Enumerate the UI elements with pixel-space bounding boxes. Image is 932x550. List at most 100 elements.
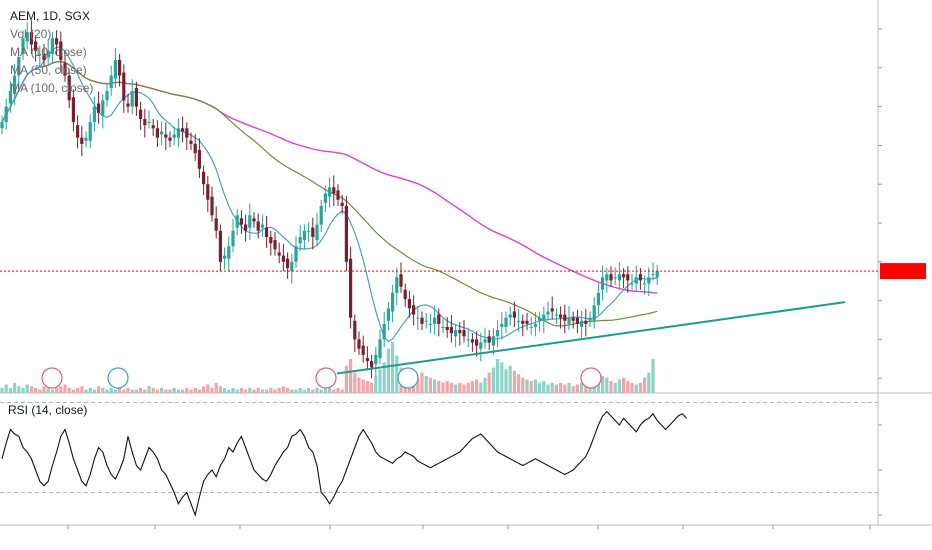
candle-body <box>139 109 143 120</box>
volume-bar <box>252 389 256 393</box>
candle-body <box>256 221 260 231</box>
volume-bar <box>479 382 483 393</box>
volume-bar <box>59 386 63 393</box>
volume-bar <box>336 387 340 393</box>
volume-bars <box>0 342 655 393</box>
candle-body <box>46 50 50 57</box>
legend-title: AEM, 1D, SGX <box>10 9 90 23</box>
candle-body <box>500 323 504 327</box>
candle-body <box>424 320 428 322</box>
candle-body <box>592 305 596 321</box>
candle-body <box>176 128 180 138</box>
candle-body <box>181 128 185 132</box>
volume-bar <box>462 384 466 393</box>
candle-body <box>67 75 71 101</box>
candle-body <box>622 274 626 278</box>
candle-body <box>437 314 441 324</box>
candle-body <box>164 134 168 138</box>
event-marker <box>41 367 63 389</box>
candle-body <box>470 339 474 343</box>
volume-bar <box>269 387 273 393</box>
volume-bar <box>370 382 374 393</box>
candle-body <box>651 274 655 276</box>
candle-body <box>118 60 122 76</box>
candle-body <box>101 100 105 116</box>
volume-bar <box>454 384 458 393</box>
volume-bar <box>139 387 143 393</box>
candle-body <box>382 323 386 340</box>
candle-body <box>559 314 563 318</box>
legend: AEM, 1D, SGX Vol (20) MA (10, close) MA … <box>10 9 93 95</box>
candle-body <box>244 224 248 231</box>
volume-bar <box>168 389 172 393</box>
candle-body <box>512 311 516 318</box>
candle-body <box>193 143 197 154</box>
event-marker <box>315 367 337 389</box>
candle-body <box>563 314 567 321</box>
volume-bar <box>382 362 386 393</box>
volume-bar <box>302 389 306 393</box>
volume-bar <box>172 387 176 393</box>
volume-bar <box>4 384 8 393</box>
candle-body <box>575 317 579 324</box>
candle-body <box>508 314 512 318</box>
volume-bar <box>554 384 558 393</box>
volume-bar <box>17 386 21 393</box>
candle-body <box>29 32 33 45</box>
candle-body <box>294 246 298 262</box>
candle-body <box>13 75 17 95</box>
candle-body <box>617 274 621 281</box>
volume-bar <box>323 386 327 393</box>
volume-bar <box>214 382 218 393</box>
legend-vol: Vol (20) <box>10 27 51 41</box>
candle-body <box>50 38 54 54</box>
candle-body <box>189 140 193 144</box>
candle-body <box>76 125 80 138</box>
candle-body <box>265 227 269 237</box>
volume-bar <box>286 387 290 393</box>
trendline <box>0 263 926 375</box>
candle-body <box>105 91 109 101</box>
volume-bar <box>475 379 479 393</box>
volume-bar <box>378 369 382 393</box>
candle-body <box>214 218 218 231</box>
candle-body <box>34 41 38 51</box>
candle-body <box>580 320 584 327</box>
candle-body <box>546 311 550 315</box>
volume-bar <box>361 379 365 393</box>
volume-bar <box>521 377 525 393</box>
candle-body <box>151 125 155 129</box>
volume-bar <box>315 387 319 393</box>
volume-bar <box>277 387 281 393</box>
volume-bar <box>428 377 432 393</box>
candle-body <box>134 87 138 107</box>
volume-bar <box>441 382 445 393</box>
candle-body <box>55 38 59 45</box>
candle-body <box>273 240 277 250</box>
candle-body <box>504 317 508 327</box>
volume-bar <box>626 381 630 393</box>
volume-bar <box>265 389 269 393</box>
candle-body <box>344 205 348 262</box>
volume-bar <box>290 389 294 393</box>
candle-body <box>109 75 113 88</box>
candle-body <box>374 354 378 365</box>
candle-body <box>88 122 92 141</box>
volume-bar <box>344 365 348 393</box>
volume-bar <box>500 362 504 393</box>
candle-body <box>172 134 176 138</box>
volume-bar <box>340 389 344 393</box>
volume-bar <box>8 387 12 393</box>
volume-bar <box>567 382 571 393</box>
candlesticks <box>0 20 659 379</box>
volume-bar <box>118 387 122 393</box>
candle-body <box>239 218 243 225</box>
volume-bar <box>181 389 185 393</box>
volume-bar <box>504 369 508 393</box>
last-price-badge <box>880 263 926 280</box>
candle-body <box>433 317 437 324</box>
candle-body <box>357 339 361 349</box>
candle-body <box>353 320 357 340</box>
candle-body <box>416 317 420 319</box>
candle-body <box>441 326 445 328</box>
